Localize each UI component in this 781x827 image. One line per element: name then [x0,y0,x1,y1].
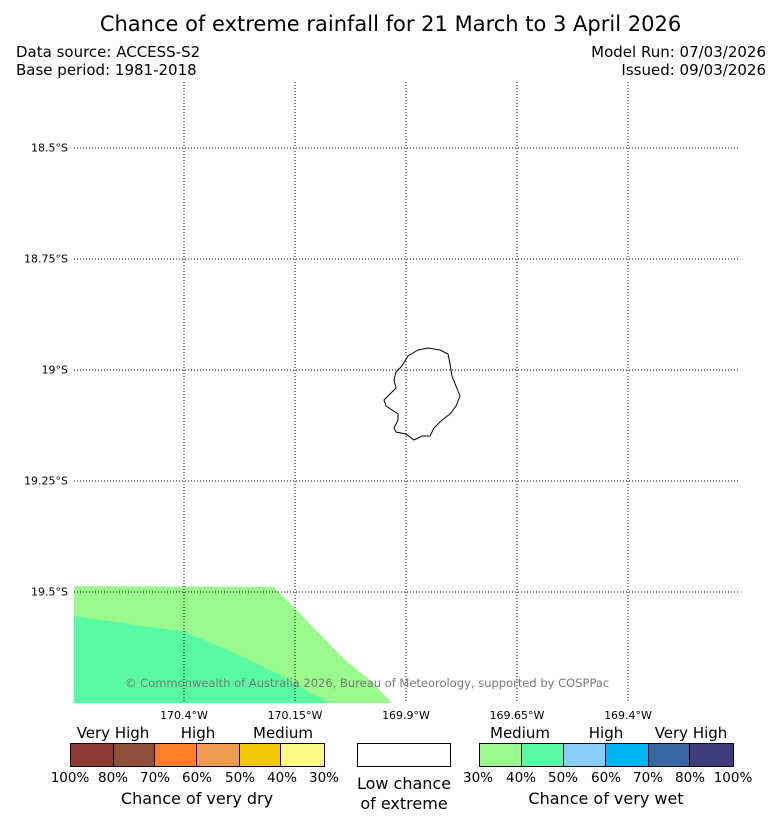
wet-category-very-high: Very High [654,724,728,742]
wet-percent-label: 30% [462,770,494,786]
wet-swatch [480,744,522,766]
wet-swatch [648,744,691,766]
region-wet-40-50 [74,616,330,703]
wet-percent-label: 100% [713,770,753,786]
dry-percent-label: 70% [139,770,171,786]
wet-color-bar [479,743,734,767]
wet-percent-label: 70% [632,770,664,786]
lat-label: 19.5°S [31,585,68,599]
wet-category-high: High [588,724,624,742]
dry-percent-label: 40% [266,770,298,786]
dry-percent-label: 60% [181,770,213,786]
wet-percent-label: 40% [505,770,537,786]
lat-label: 18.5°S [31,141,68,155]
dry-swatch [113,744,156,766]
low-chance-title: Low chance of extreme [357,774,451,814]
dry-swatch [239,744,282,766]
dry-swatch [71,744,114,766]
copyright-notice: © Commonwealth of Australia 2026, Bureau… [125,676,610,690]
low-chance-line2: of extreme [360,794,448,813]
lon-label: 170.4°W [160,709,208,722]
dry-legend-title: Chance of very dry [120,789,274,808]
dry-swatch [197,744,240,766]
wet-category-medium: Medium [490,724,550,742]
lat-label: 19°S [41,363,68,377]
wet-swatch [564,744,606,766]
lon-label: 169.4°W [604,709,652,722]
map-source-info: Data source: ACCESS-S2 Base period: 1981… [16,43,200,79]
wet-swatch [521,744,565,766]
dry-percent-label: 50% [224,770,256,786]
dry-category-very-high: Very High [76,724,150,742]
map-title: Chance of extreme rainfall for 21 March … [99,12,682,36]
lon-label: 169.65°W [489,709,545,722]
lat-label: 19.25°S [24,474,68,488]
wet-swatch [606,744,649,766]
lon-label: 170.15°W [267,709,323,722]
dry-percent-label: 30% [308,770,340,786]
island-coastline [383,347,461,441]
low-chance-swatch [357,743,451,767]
dry-category-medium: Medium [253,724,313,742]
model-run: Model Run: 07/03/2026 [591,43,766,61]
lat-label: 18.75°S [24,252,68,266]
dry-category-high: High [180,724,216,742]
base-period: Base period: 1981-2018 [16,61,197,79]
dry-percent-label: 100% [50,770,90,786]
lon-label: 169.9°W [382,709,430,722]
low-chance-line1: Low chance [356,774,452,793]
dry-swatch [281,744,324,766]
map-run-info: Model Run: 07/03/2026 Issued: 09/03/2026 [591,43,766,79]
wet-percent-label: 50% [547,770,579,786]
dry-swatch [155,744,197,766]
dry-color-bar [70,743,325,767]
wet-percent-label: 60% [590,770,622,786]
issued-date: Issued: 09/03/2026 [621,61,766,79]
data-source: Data source: ACCESS-S2 [16,43,201,61]
dry-percent-label: 80% [97,770,129,786]
wet-percent-label: 80% [674,770,706,786]
wet-legend-title: Chance of very wet [528,789,684,808]
wet-swatch [690,744,733,766]
